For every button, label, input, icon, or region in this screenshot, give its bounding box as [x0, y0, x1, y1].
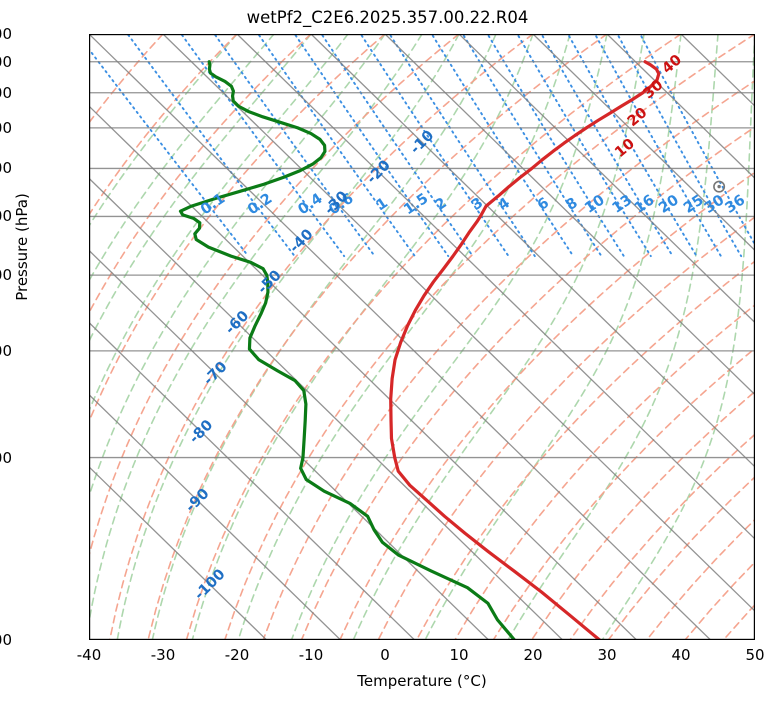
dry-adiabat-lines [89, 34, 755, 640]
adiabat-label-30: 30 [641, 77, 667, 102]
adiabat-label-40: 40 [659, 52, 685, 77]
x-tick-50: 50 [745, 646, 765, 664]
x-tick-40: 40 [671, 646, 691, 664]
adiabat-label-10: 10 [612, 136, 638, 161]
mixing-ratio-label-0.4: 0.4 [295, 191, 325, 219]
parcel-marker-dot [717, 184, 721, 189]
y-tick-600: 600 [0, 159, 12, 178]
mixing-ratio-label-4: 4 [496, 195, 513, 214]
dewpoint-profile-curve [178, 60, 517, 640]
y-tick-700: 700 [0, 118, 12, 137]
parcel-marker-ring [713, 180, 726, 193]
plot-border [89, 34, 755, 640]
y-tick-900: 900 [0, 52, 12, 71]
x-tick-30: 30 [597, 646, 617, 664]
isobar-lines [89, 34, 755, 640]
mixing-ratio-label-0.2: 0.2 [245, 191, 275, 219]
mixing-ratio-label-36: 36 [723, 192, 749, 217]
y-tick-1000: 1000 [0, 25, 12, 43]
chart-title: wetPf2_C2E6.2025.357.00.22.R04 [246, 8, 529, 27]
y-tick-300: 300 [0, 341, 12, 360]
x-tick--40: -40 [76, 646, 102, 664]
mixing-ratio-label-2: 2 [433, 195, 450, 214]
parcel-markers [713, 180, 726, 193]
y-axis-label: Pressure (hPa) [13, 193, 31, 301]
temperature-profile-curve [389, 60, 661, 640]
mixing-ratio-label-1: 1 [374, 195, 391, 214]
mixing-ratio-lines [89, 34, 755, 258]
y-tick-800: 800 [0, 83, 12, 102]
y-tick-100: 100 [0, 631, 12, 649]
y-tick-500: 500 [0, 207, 12, 226]
x-tick-10: 10 [449, 646, 469, 664]
x-tick--10: -10 [298, 646, 324, 664]
x-axis-label: Temperature (°C) [357, 672, 487, 690]
y-tick-200: 200 [0, 448, 12, 467]
x-tick--20: -20 [224, 646, 250, 664]
moist-adiabat-lines [89, 34, 755, 640]
mixing-ratio-label-6: 6 [535, 195, 552, 214]
x-tick-0: 0 [380, 646, 390, 664]
y-tick-400: 400 [0, 266, 12, 285]
skewt-plot-area: 0.1 0.2 0.4 0.6 1 1.5 2 3 4 6 8 10 13 16 20 25 30 36 -100… [89, 34, 755, 640]
x-tick--30: -30 [150, 646, 176, 664]
x-tick-20: 20 [523, 646, 543, 664]
